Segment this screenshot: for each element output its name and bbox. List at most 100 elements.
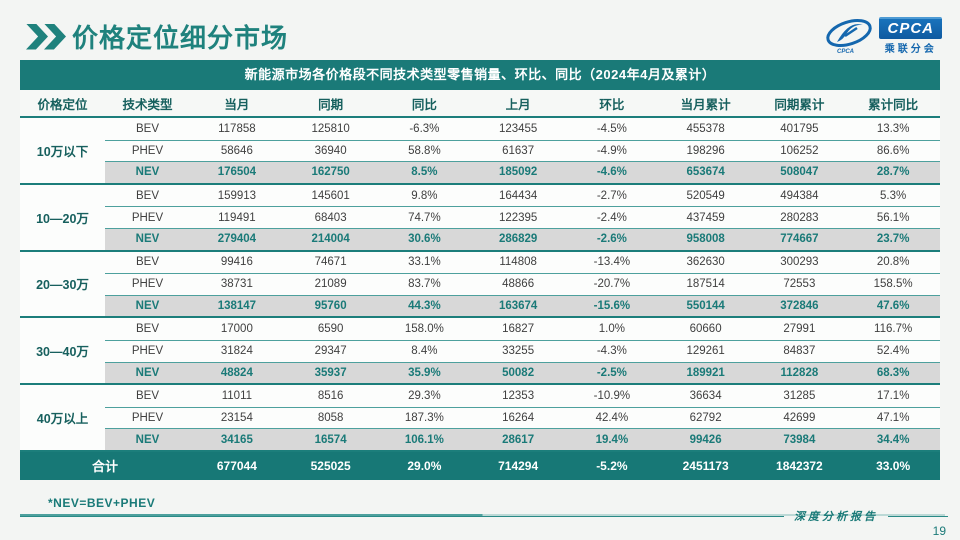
value-cell: 112828 [780,366,819,379]
tech-type-cell: BEV [135,323,159,336]
table-row: PHEV 38731 21089 83.7% 48866 -20.7% 187514 7255… [105,273,940,295]
value-cell: 401795 [780,122,819,135]
value-cell: 119491 [218,211,256,224]
total-value-cell: 1842372 [776,458,823,473]
value-cell: 84837 [783,345,816,358]
column-header: 同期 [318,97,344,112]
value-cell: -4.5% [596,122,627,135]
table-row: NEV 138147 95760 44.3% 163674 -15.6% 550144 372… [105,294,940,317]
column-header: 累计同比 [868,97,919,112]
value-cell: 34165 [220,433,253,446]
value-cell: 185092 [498,166,538,179]
svg-text:CPCA: CPCA [837,49,854,55]
value-cell: 34.4% [876,433,910,446]
table-title: 新能源市场各价格段不同技术类型零售销量、环比、同比（2024年4月及累计） [20,60,940,90]
column-header: 当月累计 [680,97,731,112]
footnote: *NEV=BEV+PHEV [48,495,156,510]
value-cell: 21089 [314,278,347,291]
column-header: 价格定位 [37,97,88,112]
value-cell: 30.6% [408,233,441,246]
value-cell: 83.7% [408,278,441,291]
total-value-cell: -5.2% [596,458,628,473]
value-cell: 28.7% [876,166,910,179]
value-cell: 86.6% [876,144,910,157]
table-row: PHEV 58646 36940 58.8% 61637 -4.9% 198296 10625… [105,139,940,162]
value-cell: -6.3% [409,122,440,135]
value-cell: 17.1% [876,389,910,402]
value-cell: 44.3% [408,300,441,313]
value-cell: 9.8% [411,189,438,202]
value-cell: -2.7% [596,189,627,202]
value-cell: 508047 [780,166,819,179]
tech-type-cell: PHEV [131,345,164,358]
value-cell: 117858 [218,122,256,135]
value-cell: 23.7% [876,233,910,246]
page-title: 价格定位细分市场 [72,23,289,53]
table-row: BEV 117858 125810 -6.3% 123455 -4.5% 455378 401… [105,118,940,140]
total-value-cell: 2451173 [682,458,729,473]
table-row: BEV 159913 145601 9.8% 164434 -2.7% 520549 4943… [105,185,940,207]
tech-type-cell: PHEV [131,412,164,425]
table-row: BEV 17000 6590 158.0% 16827 1.0% 60660 27991 116… [105,318,940,340]
tech-type-cell: BEV [135,122,159,135]
value-cell: 125810 [311,122,350,135]
value-cell: 99416 [220,256,253,269]
value-cell: 31285 [783,389,816,402]
value-cell: 29.3% [408,389,441,402]
price-group: 10万以下 BEV 117858 125810 -6.3% 123455 -4.5% 4553… [20,118,940,185]
tech-type-cell: NEV [135,433,160,446]
value-cell: 8058 [317,412,344,425]
value-cell: -2.5% [596,366,627,379]
title-wrap: 价格定位细分市场 [26,18,288,55]
value-cell: 47.1% [876,412,910,425]
value-cell: 189921 [686,366,725,379]
tech-type-cell: NEV [135,166,160,179]
total-value-cell: 33.0% [876,458,911,473]
value-cell: 20.8% [876,256,910,269]
tech-type-cell: NEV [135,300,160,313]
value-cell: 73984 [783,433,816,446]
footer-divider [888,515,948,517]
value-cell: 164434 [498,189,538,202]
total-label: 合计 [91,459,118,475]
column-header: 技术类型 [122,97,173,112]
value-cell: 279404 [217,233,257,246]
footer-label: 深度分析报告 [794,511,878,523]
cpca-swoosh-icon: CPCA [826,19,873,55]
value-cell: 286829 [498,233,538,246]
price-group: 10—20万 BEV 159913 145601 9.8% 164434 -2.7% 5205… [20,185,940,252]
value-cell: 29347 [314,345,347,358]
table-row: NEV 279404 214004 30.6% 286829 -2.6% 958008 774… [105,227,940,250]
price-group: 30—40万 BEV 17000 6590 158.0% 16827 1.0% 60660 27… [20,318,940,386]
value-cell: 47.6% [876,300,910,313]
value-cell: 494384 [780,189,819,202]
value-cell: 58.8% [408,144,441,157]
chevron-right-icon [26,23,48,50]
total-row: 合计 677044 525025 29.0% 714294 -5.2% 2451173 18… [20,451,940,480]
price-group-label: 10—20万 [36,211,89,226]
double-chevron-icon [26,23,66,50]
value-cell: 1.0% [598,323,625,336]
table-row: NEV 34165 16574 106.1% 28617 19.4% 99426 73984 3… [105,428,940,450]
value-cell: 520549 [686,189,725,202]
value-cell: 61637 [502,144,535,157]
value-cell: 68403 [314,211,347,224]
column-header: 上月 [505,97,531,112]
value-cell: 52.4% [876,345,910,358]
value-cell: 35937 [314,366,347,379]
column-header: 同期累计 [774,97,825,112]
value-cell: 138147 [217,300,257,313]
value-cell: 6590 [317,323,344,336]
total-value-cell: 714294 [498,458,539,473]
table-row: NEV 48824 35937 35.9% 50082 -2.5% 189921 112828… [105,361,940,384]
price-group-label: 30—40万 [36,345,89,360]
table-row: PHEV 23154 8058 187.3% 16264 42.4% 62792 42699 4… [105,406,940,429]
footer-divider [20,515,784,517]
value-cell: 16264 [502,412,535,425]
value-cell: 56.1% [876,211,910,224]
column-header: 同比 [411,97,437,112]
value-cell: 74.7% [408,211,441,224]
slide-footer: 深度分析报告 [20,508,948,524]
total-value-cell: 525025 [310,458,351,473]
